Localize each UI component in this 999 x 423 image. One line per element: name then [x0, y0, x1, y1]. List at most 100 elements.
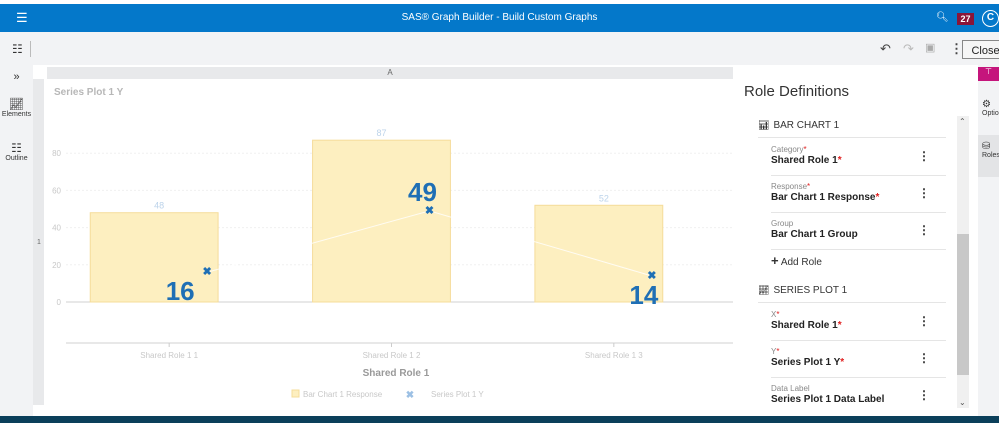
x-tick-label: Shared Role 1 2 [363, 351, 421, 360]
role-x[interactable]: X* Shared Role 1* ⋮ [771, 304, 946, 341]
point-label: 14 [629, 280, 658, 310]
graph-canvas: A 1 Series Plot 1 Y 0 20 40 60 80 48 87 52 ✖ 16 ✖ 4… [33, 65, 733, 416]
more-icon[interactable]: ⋮ [918, 388, 930, 402]
scrollbar-thumb[interactable] [957, 234, 969, 375]
taskbar [0, 416, 999, 423]
line-chart-icon: 📈︎ [758, 285, 770, 295]
section-title: SERIES PLOT 1 [773, 285, 848, 296]
required-mark: * [776, 310, 780, 319]
role-definitions-panel: Role Definitions 📊︎ BAR CHART 1 Category*… [733, 65, 978, 416]
legend-swatch-bar [291, 389, 300, 398]
scroll-down-icon[interactable]: ⌄ [959, 398, 966, 407]
top-strip [0, 0, 999, 4]
role-label: Y [771, 347, 777, 356]
role-value: Shared Role 1 [771, 320, 838, 331]
y-tick-label: 40 [52, 224, 61, 233]
x-axis-title: Shared Role 1 [363, 368, 430, 379]
hamburger-menu-icon[interactable]: ☰ [16, 10, 28, 25]
more-icon[interactable]: ⋮ [918, 351, 930, 365]
required-mark: * [776, 347, 780, 356]
pin-icon[interactable]: ⊤ [978, 67, 999, 81]
role-y[interactable]: Y* Series Plot 1 Y* ⋮ [771, 341, 946, 378]
toolbar: ☷ ↶ ↷ ▣ ⋮ Close [0, 32, 999, 65]
role-label: Group [771, 219, 794, 228]
add-role-button[interactable]: + Add Role [771, 253, 822, 268]
list-icon: ☷ [11, 141, 22, 155]
series-marker: ✖ [647, 270, 656, 282]
series-line [207, 210, 652, 277]
right-rail: ⊤ ⚙︎Options ⛁Roles [978, 65, 999, 416]
y-tick-label: 60 [52, 186, 61, 195]
more-icon[interactable]: ⋮ [918, 314, 930, 328]
expand-icon[interactable]: » [13, 71, 20, 83]
roles-icon: ⛁ [982, 141, 991, 152]
save-icon[interactable]: ▣ [925, 42, 936, 54]
column-header: A [47, 67, 733, 79]
role-response[interactable]: Response* Bar Chart 1 Response* ⋮ [771, 176, 946, 213]
divider [30, 41, 31, 57]
more-icon[interactable]: ⋮ [918, 149, 930, 163]
legend-label: Bar Chart 1 Response [303, 390, 383, 399]
role-label: Data Label [771, 384, 810, 393]
bar [534, 204, 664, 303]
row-header-label: 1 [37, 239, 41, 246]
elements-tab[interactable]: 📈︎ Elements [0, 97, 33, 118]
role-value: Bar Chart 1 Response [771, 192, 876, 203]
role-value: Series Plot 1 Y [771, 357, 841, 368]
bar [312, 139, 451, 303]
role-data-label[interactable]: Data Label Series Plot 1 Data Label ⋮ [771, 378, 946, 415]
search-icon[interactable]: 🔍︎ [936, 12, 949, 23]
notification-badge[interactable]: 27 [957, 13, 974, 25]
bar-chart-icon: 📊︎ [758, 120, 770, 130]
required-mark: * [875, 192, 880, 203]
x-tick-label: Shared Role 1 3 [585, 351, 643, 360]
avatar[interactable]: C [982, 10, 999, 27]
series-marker: ✖ [425, 205, 434, 217]
role-category[interactable]: Category* Shared Role 1* ⋮ [771, 139, 946, 176]
section-bar-chart[interactable]: 📊︎ BAR CHART 1 [758, 120, 946, 138]
more-icon[interactable]: ⋮ [918, 186, 930, 200]
roles-tab[interactable]: ⛁ Roles [978, 135, 999, 177]
more-icon[interactable]: ⋮ [950, 41, 963, 56]
scroll-up-icon[interactable]: ⌃ [959, 117, 966, 126]
undo-icon[interactable]: ↶ [880, 41, 891, 56]
more-icon[interactable]: ⋮ [918, 223, 930, 237]
y-tick-label: 80 [52, 149, 61, 158]
bar [89, 212, 219, 303]
role-label: Category [771, 145, 804, 154]
bar-label: 52 [599, 193, 609, 203]
bar-label: 87 [376, 128, 386, 138]
section-series-plot[interactable]: 📈︎ SERIES PLOT 1 [758, 285, 946, 303]
row-header: 1 [33, 79, 44, 405]
section-title: BAR CHART 1 [773, 120, 840, 131]
role-value: Series Plot 1 Data Label [771, 394, 885, 405]
role-group[interactable]: Group Bar Chart 1 Group ⋮ [771, 213, 946, 250]
elements-label: Elements [1, 111, 32, 118]
required-mark: * [803, 145, 807, 154]
required-mark: * [840, 357, 845, 368]
panel-scrollbar[interactable]: ⌃ ⌄ [957, 116, 969, 408]
x-tick-label: Shared Role 1 1 [140, 351, 198, 360]
outline-tab[interactable]: ☷ Outline [0, 141, 33, 162]
redo-icon[interactable]: ↷ [903, 41, 914, 56]
panel-title: Role Definitions [744, 83, 850, 100]
options-tab[interactable]: ⚙︎Options [978, 99, 999, 117]
chart-title: Series Plot 1 Y [54, 87, 124, 98]
outline-label: Outline [5, 155, 28, 162]
plus-icon: + [771, 253, 779, 268]
list-icon[interactable]: ☷ [12, 42, 23, 56]
role-label: X [771, 310, 777, 319]
add-role-label: Add Role [780, 257, 822, 268]
required-mark: * [837, 155, 842, 166]
bar-label: 48 [154, 201, 164, 211]
roles-label: Roles [982, 152, 999, 159]
close-button[interactable]: Close [962, 40, 999, 59]
app-header: ☰ SAS® Graph Builder - Build Custom Grap… [0, 4, 999, 32]
legend-label: Series Plot 1 Y [431, 390, 484, 399]
chart-icon: 📈︎ [8, 97, 25, 111]
point-label: 16 [166, 276, 195, 306]
options-label: Options [982, 110, 999, 117]
point-label: 49 [408, 177, 437, 207]
role-label: Response [771, 182, 808, 191]
